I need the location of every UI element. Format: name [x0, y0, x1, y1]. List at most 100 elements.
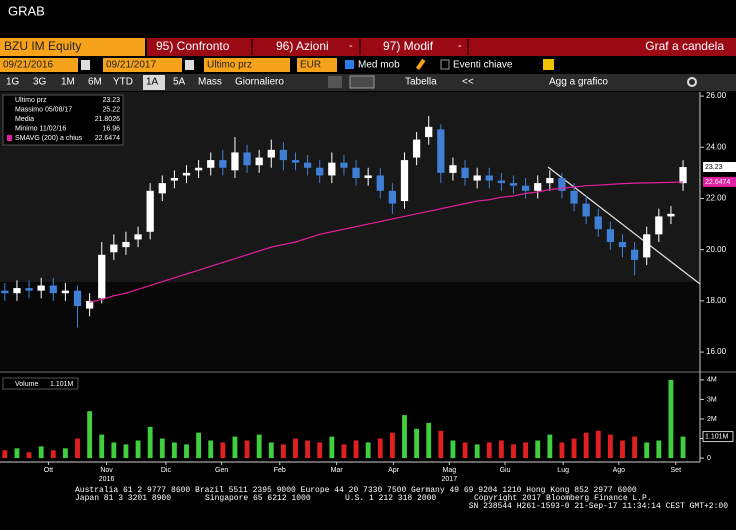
- legend-swatch: [7, 135, 12, 141]
- candle-body: [437, 129, 445, 173]
- range-buttons: 1G 3G 1M 6M YTD 1A 5A Mass: [6, 75, 222, 90]
- calendar-icon[interactable]: [81, 60, 90, 70]
- range-button[interactable]: 3G: [33, 77, 47, 88]
- candle-body: [158, 183, 166, 194]
- x-tick-label: Mag: [442, 467, 456, 474]
- end-date[interactable]: 09/21/2017: [106, 60, 156, 71]
- currency[interactable]: EUR: [300, 60, 321, 71]
- candle-body: [376, 175, 384, 191]
- volume-bar: [389, 432, 395, 459]
- candle-body: [316, 167, 324, 176]
- security-field[interactable]: [0, 38, 145, 56]
- candle-body: [134, 234, 142, 240]
- back-button[interactable]: <<: [462, 77, 474, 88]
- range-button[interactable]: 1M: [61, 77, 75, 88]
- dropdown-arrow[interactable]: -: [458, 40, 462, 52]
- volume-bar: [329, 436, 335, 459]
- line-icon[interactable]: [328, 76, 342, 88]
- checkbox[interactable]: [440, 59, 450, 70]
- footer-text: Singapore 65 6212 1000: [205, 494, 311, 503]
- candle-body: [534, 183, 542, 191]
- candle-body: [485, 175, 493, 181]
- candle-body: [364, 175, 372, 179]
- candle-body: [170, 178, 179, 181]
- x-tick-label: Gen: [215, 467, 228, 474]
- end-date-field[interactable]: [103, 58, 182, 72]
- volume-bar: [511, 444, 516, 459]
- volume-bar: [111, 442, 117, 459]
- legend-name: Media: [15, 116, 34, 123]
- candle-body: [279, 149, 288, 161]
- price-field-select[interactable]: [204, 58, 290, 72]
- add-to-chart-button[interactable]: Agg a grafico: [549, 77, 608, 88]
- volume-bar: [38, 446, 44, 459]
- range-button[interactable]: 1A: [146, 77, 159, 88]
- price-field[interactable]: Ultimo prz: [207, 60, 252, 71]
- calendar-icon[interactable]: [185, 60, 194, 70]
- range-button[interactable]: Mass: [198, 77, 222, 88]
- year-label: 2016: [99, 476, 115, 483]
- y-tick-label: 18.00: [706, 296, 727, 305]
- candle-body: [328, 162, 336, 176]
- moving-average-toggle[interactable]: Med mob: [358, 60, 400, 71]
- range-button[interactable]: 1G: [6, 77, 20, 88]
- menu-item[interactable]: 97) Modif: [383, 39, 434, 53]
- volume-bar: [438, 430, 444, 459]
- pencil-icon[interactable]: [415, 58, 426, 71]
- volume-bar: [256, 434, 262, 459]
- start-date-field[interactable]: [0, 58, 78, 72]
- footer-text: Copyright 2017 Bloomberg Finance L.P.: [474, 494, 652, 503]
- candle-body: [61, 290, 70, 294]
- frequency[interactable]: Giornaliero: [235, 77, 284, 88]
- volume-tag: [702, 431, 734, 443]
- x-tick-label: Set: [671, 467, 682, 474]
- volume-bar: [305, 440, 311, 459]
- candle-body: [267, 149, 275, 158]
- range-button[interactable]: 5A: [173, 77, 186, 88]
- window-title: GRAB: [8, 3, 45, 18]
- legend-box: [2, 377, 79, 390]
- legend-value: 16.96: [102, 125, 120, 132]
- volume-bar: [196, 432, 202, 459]
- volume-bar: [559, 442, 565, 459]
- candle-body: [73, 290, 82, 307]
- checkbox[interactable]: [345, 60, 354, 69]
- candle-body: [98, 254, 106, 299]
- legend-name: Volume: [15, 381, 38, 388]
- volume-bar: [535, 440, 541, 459]
- info-icon[interactable]: [543, 59, 554, 70]
- y-tick-label: 20.00: [706, 245, 727, 254]
- candle-icon[interactable]: [349, 75, 375, 89]
- candle-body: [85, 300, 94, 309]
- volume-bar: [87, 411, 93, 459]
- volume-bar: [232, 436, 238, 459]
- volume-bar: [607, 434, 613, 459]
- key-events-toggle[interactable]: Eventi chiave: [453, 60, 513, 71]
- x-tick-label: Ago: [613, 467, 626, 474]
- x-tick-label: Lug: [557, 467, 569, 474]
- volume-bar: [632, 436, 638, 459]
- volume-bar: [668, 379, 674, 459]
- start-date[interactable]: 09/21/2016: [3, 60, 53, 71]
- volume-tag-label: 1.101M: [705, 433, 729, 440]
- range-button[interactable]: YTD: [113, 77, 133, 88]
- candle-body: [25, 288, 33, 291]
- footer-text: SN 238544 H261-1593-0 21-Sep-17 11:34:14…: [469, 502, 728, 511]
- candle-body: [219, 160, 227, 168]
- candle-body: [388, 190, 397, 204]
- candle-body: [497, 180, 506, 184]
- legend-name: Massimo 05/08/17: [15, 106, 72, 113]
- menu-item[interactable]: 96) Azioni: [276, 39, 329, 53]
- x-tick-label: Dic: [161, 467, 172, 474]
- volume-bar: [280, 444, 286, 459]
- table-button[interactable]: Tabella: [405, 77, 437, 88]
- settings-icon[interactable]: [687, 77, 697, 87]
- currency-select[interactable]: [297, 58, 337, 72]
- candle-body: [461, 167, 469, 179]
- legend-name: SMAVG (200) a chius: [15, 135, 83, 142]
- dropdown-arrow[interactable]: -: [349, 40, 353, 52]
- menu-item[interactable]: 95) Confronto: [156, 39, 230, 53]
- security[interactable]: BZU IM Equity: [4, 39, 81, 53]
- range-button[interactable]: 6M: [88, 77, 102, 88]
